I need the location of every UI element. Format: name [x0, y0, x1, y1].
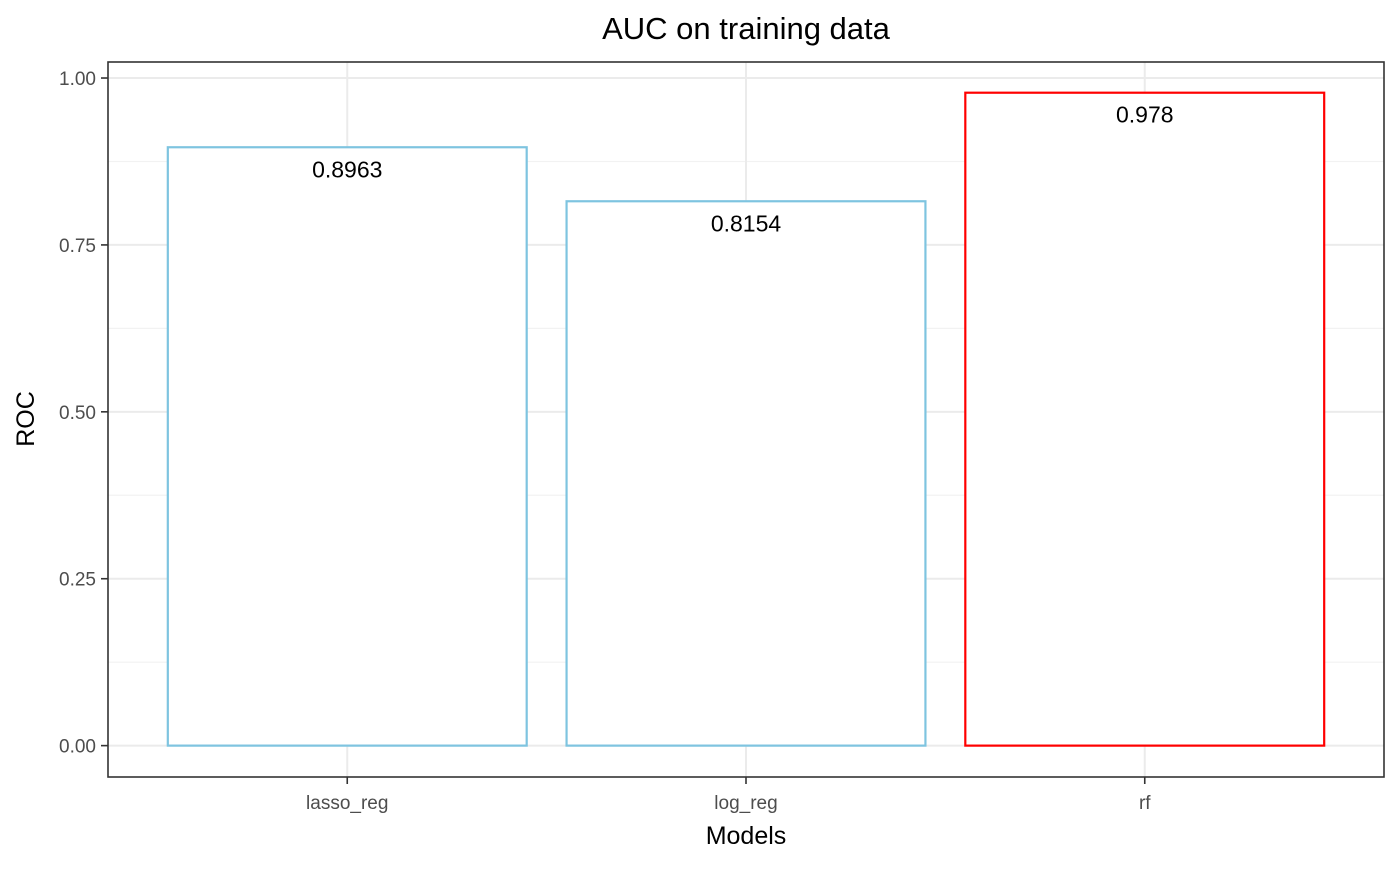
- y-tick-label: 0.50: [59, 403, 96, 424]
- y-tick-label: 0.75: [59, 236, 96, 257]
- y-axis-title: ROC: [12, 391, 40, 447]
- bars: [166, 91, 1326, 747]
- y-tick-label: 1.00: [59, 69, 96, 90]
- bar-lasso-reg: [166, 146, 528, 747]
- bar-rf: [964, 91, 1326, 747]
- x-axis: lasso_reg log_reg rf: [306, 777, 1151, 814]
- x-tick-label-lasso-reg: lasso_reg: [306, 793, 388, 814]
- chart-title: AUC on training data: [602, 11, 891, 46]
- y-tick-label: 0.25: [59, 570, 96, 591]
- data-label-log-reg: 0.8154: [711, 210, 782, 236]
- bar-log-reg: [565, 200, 927, 747]
- y-axis: 0.00 0.25 0.50 0.75 1.00: [59, 69, 108, 758]
- x-axis-title: Models: [706, 822, 787, 850]
- data-label-lasso-reg: 0.8963: [312, 156, 382, 182]
- data-label-rf: 0.978: [1116, 102, 1174, 128]
- y-tick-label: 0.00: [59, 737, 96, 758]
- data-labels: 0.8963 0.8154 0.978: [312, 102, 1173, 237]
- x-tick-label-rf: rf: [1139, 793, 1151, 814]
- x-tick-label-log-reg: log_reg: [714, 793, 777, 814]
